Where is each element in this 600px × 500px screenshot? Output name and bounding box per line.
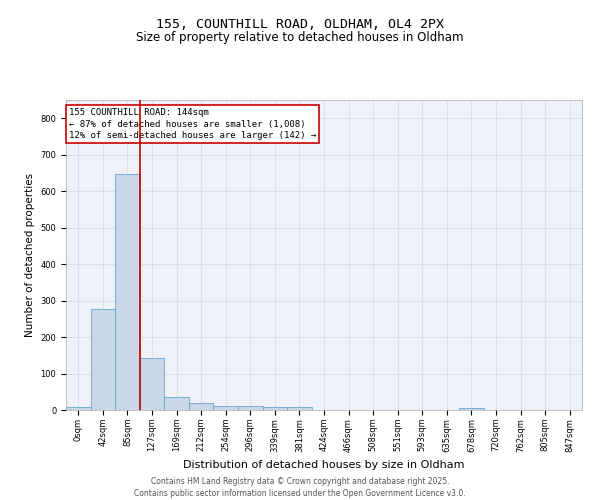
Bar [459, 408, 484, 410]
X-axis label: Distribution of detached houses by size in Oldham: Distribution of detached houses by size … [183, 460, 465, 470]
Text: Contains HM Land Registry data © Crown copyright and database right 2025.
Contai: Contains HM Land Registry data © Crown c… [134, 476, 466, 498]
Bar [115, 174, 140, 410]
Bar [66, 407, 91, 410]
Bar [238, 406, 263, 410]
Bar [164, 397, 189, 410]
Y-axis label: Number of detached properties: Number of detached properties [25, 173, 35, 337]
Bar [214, 406, 238, 410]
Bar [91, 308, 115, 410]
Bar [140, 358, 164, 410]
Bar [263, 406, 287, 410]
Text: 155 COUNTHILL ROAD: 144sqm
← 87% of detached houses are smaller (1,008)
12% of s: 155 COUNTHILL ROAD: 144sqm ← 87% of deta… [68, 108, 316, 140]
Bar [287, 408, 312, 410]
Text: 155, COUNTHILL ROAD, OLDHAM, OL4 2PX: 155, COUNTHILL ROAD, OLDHAM, OL4 2PX [156, 18, 444, 30]
Text: Size of property relative to detached houses in Oldham: Size of property relative to detached ho… [136, 31, 464, 44]
Bar [189, 404, 214, 410]
